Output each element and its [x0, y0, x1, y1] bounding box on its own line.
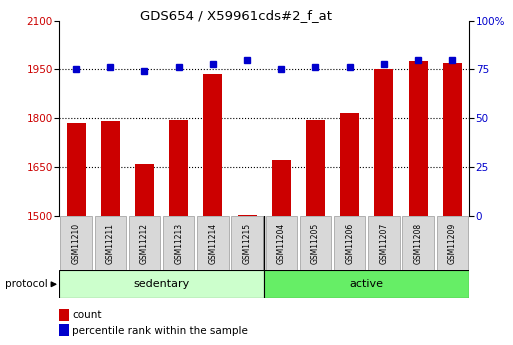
- Bar: [306, 120, 325, 216]
- Text: GSM11209: GSM11209: [448, 223, 457, 264]
- Bar: [61, 216, 92, 271]
- Text: active: active: [350, 279, 384, 289]
- Text: GSM11207: GSM11207: [380, 223, 388, 264]
- Text: GSM11215: GSM11215: [243, 223, 251, 264]
- Text: GSM11205: GSM11205: [311, 223, 320, 264]
- Bar: [238, 215, 256, 216]
- Text: GSM11208: GSM11208: [413, 223, 423, 264]
- Bar: [272, 160, 291, 216]
- Bar: [129, 216, 160, 271]
- Bar: [197, 216, 229, 271]
- Bar: [437, 216, 468, 271]
- Text: GSM11211: GSM11211: [106, 223, 115, 264]
- Bar: [368, 216, 400, 271]
- Bar: [443, 63, 462, 216]
- Bar: [204, 74, 222, 216]
- Text: GSM11210: GSM11210: [72, 223, 81, 264]
- Bar: [374, 69, 393, 216]
- Bar: [59, 324, 69, 336]
- Text: GSM11206: GSM11206: [345, 223, 354, 264]
- Bar: [169, 120, 188, 216]
- Bar: [231, 216, 263, 271]
- Bar: [135, 164, 154, 216]
- Text: GSM11204: GSM11204: [277, 223, 286, 264]
- Bar: [59, 270, 264, 298]
- Bar: [59, 309, 69, 321]
- Bar: [67, 123, 86, 216]
- Bar: [340, 113, 359, 216]
- Text: GSM11212: GSM11212: [140, 223, 149, 264]
- Text: protocol: protocol: [5, 279, 48, 289]
- Text: GSM11214: GSM11214: [208, 223, 218, 264]
- Bar: [300, 216, 331, 271]
- Bar: [163, 216, 194, 271]
- Bar: [409, 61, 427, 216]
- Text: GSM11213: GSM11213: [174, 223, 183, 264]
- Bar: [334, 216, 365, 271]
- Text: percentile rank within the sample: percentile rank within the sample: [72, 326, 248, 335]
- Bar: [264, 270, 469, 298]
- Bar: [101, 121, 120, 216]
- Text: GDS654 / X59961cds#2_f_at: GDS654 / X59961cds#2_f_at: [140, 9, 332, 22]
- Text: sedentary: sedentary: [133, 279, 190, 289]
- Bar: [94, 216, 126, 271]
- Text: count: count: [72, 310, 102, 320]
- Bar: [402, 216, 434, 271]
- Bar: [266, 216, 297, 271]
